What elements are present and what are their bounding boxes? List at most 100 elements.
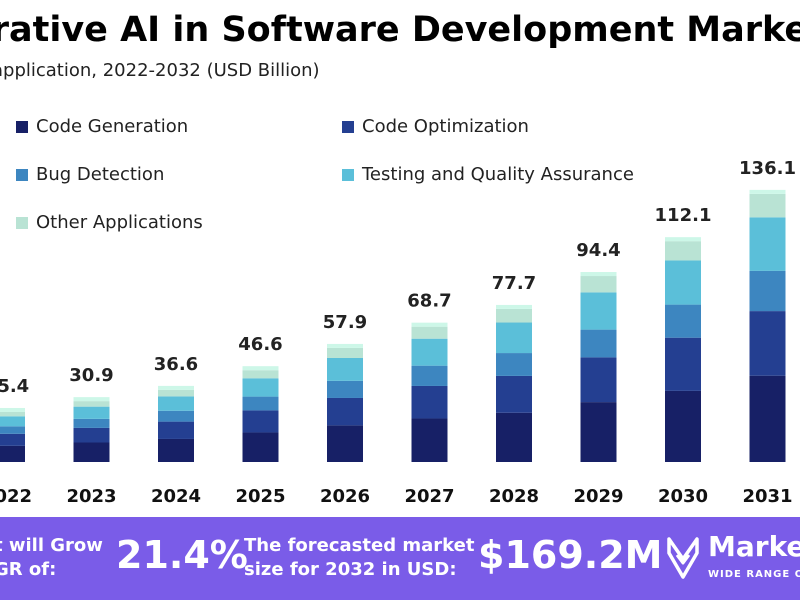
bar-cap-2027 [411,322,448,327]
bar-segment-2029-other-applications [580,276,617,293]
legend-swatch-code-generation [16,120,28,133]
bar-segment-2030-code-optimization [665,337,701,391]
legend-swatch-code-optimization [342,120,354,133]
x-tick-label-2030: 2030 [658,486,708,507]
bar-segment-2029-testing-and-quality-assurance [580,292,617,330]
bar-segment-2025-bug-detection [242,396,279,411]
legend-label-other-applications: Other Applications [36,212,203,233]
bar-segment-2031-code-optimization [749,311,786,376]
brand-tagline: WIDE RANGE OF GL [708,569,800,580]
bar-segment-2025-code-generation [242,432,279,462]
bar-total-label-2027: 68.7 [407,291,451,312]
bar-total-label-2023: 30.9 [69,365,113,386]
banner-market-value: $169.2M [478,533,663,577]
stacked-bar-chart: 25.4 2022 30.9 2023 36.6 2024 46.6 2025 57.9 2026… [0,158,796,507]
bar-cap-2028 [496,304,532,309]
legend-label-code-generation: Code Generation [36,116,189,137]
bar-segment-2023-code-optimization [73,427,110,443]
banner-growth-text-line1: t will Grow [0,535,103,556]
x-tick-label-2027: 2027 [404,486,454,507]
bar-segment-2026-code-optimization [327,397,363,426]
legend-item-code-generation: Code Generation [16,116,188,137]
bar-segment-2022-code-generation [0,445,25,462]
bar-segment-2022-other-applications [0,411,25,417]
bar-total-label-2025: 46.6 [238,334,282,355]
banner-forecast-text-line2: size for 2032 in USD: [244,559,457,580]
brand-name: MarketR [708,530,800,563]
bar-segment-2024-bug-detection [158,410,194,422]
x-tick-label-2025: 2025 [235,486,285,507]
legend-label-bug-detection: Bug Detection [36,164,165,185]
banner-growth-text-line2: GR of: [0,559,57,580]
bar-total-label-2026: 57.9 [323,312,367,333]
legend-item-code-optimization: Code Optimization [342,116,529,137]
bar-segment-2026-testing-and-quality-assurance [327,357,363,381]
bar-segment-2026-bug-detection [327,380,363,398]
x-tick-label-2026: 2026 [320,486,370,507]
x-tick-label-2024: 2024 [151,486,201,507]
bar-segment-2027-code-optimization [411,385,448,419]
bar-segment-2027-testing-and-quality-assurance [411,338,448,366]
bar-segment-2023-other-applications [73,401,110,407]
bar-segment-2026-code-generation [327,425,363,462]
legend-item-testing-qa: Testing and Quality Assurance [342,164,634,185]
legend-swatch-testing-qa [342,168,354,181]
bar-segment-2031-bug-detection [749,270,786,312]
bar-segment-2023-testing-and-quality-assurance [73,406,110,419]
bar-cap-2031 [749,189,786,194]
legend-swatch-bug-detection [16,168,28,181]
legend-item-other-applications: Other Applications [16,212,203,233]
bar-segment-2022-code-optimization [0,433,25,446]
bar-segment-2024-other-applications [158,389,194,397]
bar-segment-2029-bug-detection [580,329,617,358]
bar-total-label-2029: 94.4 [576,240,620,261]
x-tick-label-2028: 2028 [489,486,539,507]
bar-segment-2027-other-applications [411,326,448,339]
banner-forecast-text-line1: The forecasted market [244,535,475,556]
bar-segment-2026-other-applications [327,347,363,358]
bar-cap-2024 [158,385,194,390]
bar-segment-2031-testing-and-quality-assurance [749,217,786,271]
bar-segment-2031-other-applications [749,193,786,218]
legend-label-code-optimization: Code Optimization [362,116,529,137]
bar-segment-2025-testing-and-quality-assurance [242,378,279,397]
bar-total-label-2028: 77.7 [492,273,536,294]
summary-banner: t will Grow GR of: 21.4% The forecasted … [0,517,800,600]
bar-cap-2026 [327,343,363,348]
bar-segment-2022-bug-detection [0,426,25,434]
bar-segment-2027-bug-detection [411,365,448,386]
chart-title: erative AI in Software Development Marke… [0,10,800,50]
legend-swatch-other-applications [16,216,28,229]
x-tick-label-2022: 2022 [0,486,32,507]
banner-cagr-value: 21.4% [116,533,248,577]
bar-segment-2022-testing-and-quality-assurance [0,416,25,427]
bar-segment-2025-other-applications [242,370,279,379]
legend-item-bug-detection: Bug Detection [16,164,164,185]
bar-total-label-2024: 36.6 [154,354,198,375]
bar-segment-2027-code-generation [411,418,448,462]
bar-segment-2029-code-optimization [580,357,617,403]
bar-cap-2023 [73,397,110,402]
bar-segment-2028-code-optimization [496,375,532,413]
bar-segment-2024-code-optimization [158,421,194,439]
x-tick-label-2029: 2029 [573,486,623,507]
bar-cap-2025 [242,366,279,371]
bar-segment-2028-code-generation [496,412,532,462]
bar-segment-2024-testing-and-quality-assurance [158,396,194,411]
bar-cap-2022 [0,407,25,412]
bar-segment-2030-code-generation [665,390,701,462]
chart-subtitle: application, 2022-2032 (USD Billion) [0,60,320,81]
bar-segment-2028-other-applications [496,308,532,323]
bar-cap-2029 [580,272,617,277]
bar-segment-2023-bug-detection [73,418,110,428]
x-tick-label-2031: 2031 [742,486,792,507]
bar-cap-2030 [665,237,701,242]
bar-segment-2028-testing-and-quality-assurance [496,322,532,354]
legend-label-testing-qa: Testing and Quality Assurance [362,164,634,185]
bar-segment-2024-code-generation [158,438,194,462]
bar-segment-2031-code-generation [749,375,786,462]
market-logo-icon [667,537,699,579]
bar-segment-2025-code-optimization [242,410,279,433]
bar-segment-2029-code-generation [580,402,617,462]
bar-segment-2030-other-applications [665,241,701,261]
